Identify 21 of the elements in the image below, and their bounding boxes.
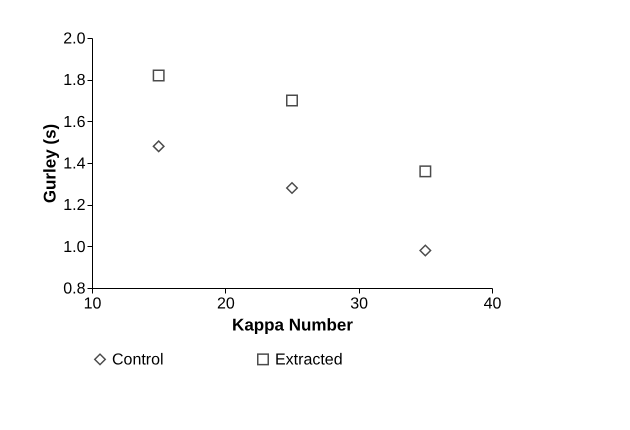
y-tick-label: 1.0: [63, 238, 86, 256]
legend-label: Control: [112, 351, 164, 368]
point: [152, 140, 165, 152]
x-tick-label: 40: [484, 296, 502, 312]
y-axis-title: Gurley (s): [40, 124, 60, 204]
legend-label: Extracted: [275, 351, 343, 368]
point: [419, 165, 432, 178]
y-tick-label: 1.2: [63, 197, 86, 214]
point: [152, 70, 165, 82]
y-tick-label: 0.8: [63, 280, 86, 298]
point: [286, 94, 298, 106]
x-tick-label: 10: [84, 296, 102, 312]
y-tick-label: 1.8: [63, 72, 86, 90]
x-tick-label: 30: [350, 296, 368, 312]
y-tick-label: 1.4: [63, 156, 86, 172]
y-tick-label: 1.6: [63, 114, 86, 131]
x-tick-label: 20: [216, 296, 235, 312]
y-tick-label: 2.0: [63, 30, 86, 48]
x-axis-title: Kappa Number: [232, 316, 354, 334]
point: [419, 244, 432, 256]
point: [286, 182, 298, 194]
